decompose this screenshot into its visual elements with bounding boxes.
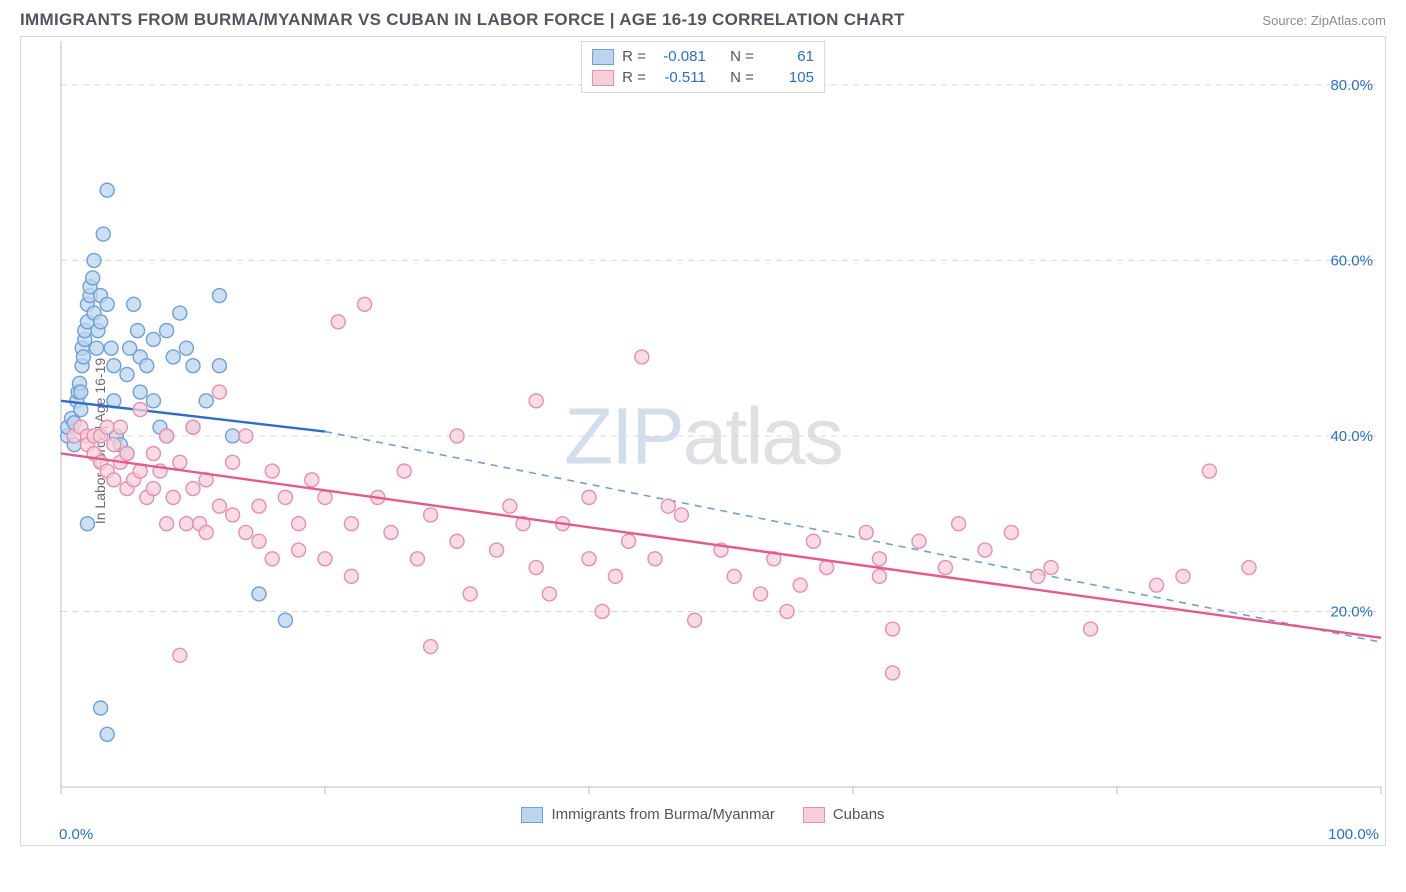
legend-swatch-cubans <box>803 807 825 823</box>
svg-text:60.0%: 60.0% <box>1330 252 1373 269</box>
scatter-plot: 20.0% 40.0% 60.0% 80.0% <box>21 37 1385 845</box>
legend-label-cubans: Cubans <box>833 806 885 823</box>
svg-text:40.0%: 40.0% <box>1330 428 1373 445</box>
r-label: R = <box>622 46 646 67</box>
chart-container: In Labor Force | Age 16-19 ZIPatlas 20.0… <box>20 36 1386 846</box>
r-label: R = <box>622 67 646 88</box>
legend-swatch-cubans <box>592 70 614 86</box>
correlation-legend: R = -0.081 N = 61 R = -0.511 N = 105 <box>581 41 825 93</box>
legend-swatch-burma <box>521 807 543 823</box>
source-label: Source: <box>1262 13 1307 28</box>
x-axis-max-label: 100.0% <box>1328 826 1379 843</box>
legend-row-burma: R = -0.081 N = 61 <box>592 46 814 67</box>
r-value-burma: -0.081 <box>654 46 706 67</box>
n-value-cubans: 105 <box>762 67 814 88</box>
n-label: N = <box>730 46 754 67</box>
legend-item-cubans: Cubans <box>803 806 885 823</box>
r-value-cubans: -0.511 <box>654 67 706 88</box>
legend-swatch-burma <box>592 49 614 65</box>
svg-text:20.0%: 20.0% <box>1330 603 1373 620</box>
svg-text:80.0%: 80.0% <box>1330 77 1373 94</box>
legend-label-burma: Immigrants from Burma/Myanmar <box>551 806 774 823</box>
title-bar: IMMIGRANTS FROM BURMA/MYANMAR VS CUBAN I… <box>0 0 1406 36</box>
n-label: N = <box>730 67 754 88</box>
source-link[interactable]: ZipAtlas.com <box>1311 13 1386 28</box>
legend-item-burma: Immigrants from Burma/Myanmar <box>521 806 774 823</box>
chart-title: IMMIGRANTS FROM BURMA/MYANMAR VS CUBAN I… <box>20 10 905 30</box>
series-legend: Immigrants from Burma/Myanmar Cubans <box>21 806 1385 823</box>
n-value-burma: 61 <box>762 46 814 67</box>
x-axis-min-label: 0.0% <box>59 826 93 843</box>
source-attribution: Source: ZipAtlas.com <box>1262 13 1386 28</box>
legend-row-cubans: R = -0.511 N = 105 <box>592 67 814 88</box>
